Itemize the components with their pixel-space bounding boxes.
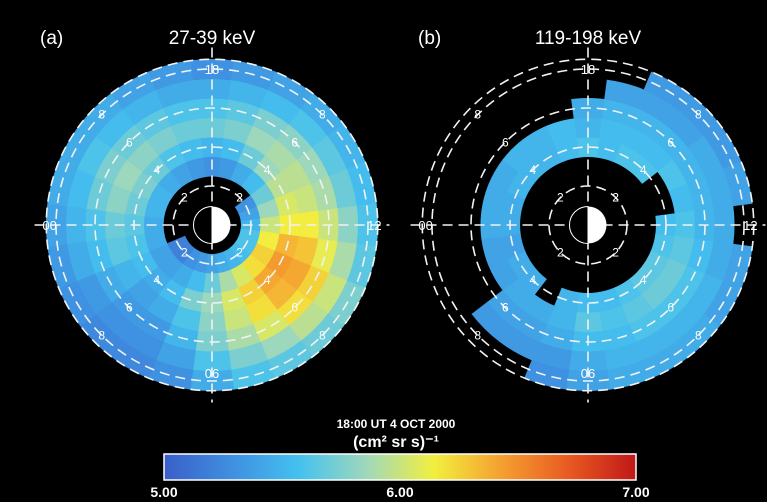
l-shell-label: 8 [474, 328, 481, 342]
units-label: (cm² sr s)⁻¹ [353, 434, 439, 451]
mlt-label: 18 [581, 62, 595, 77]
earth-nightside [569, 205, 589, 245]
heat-cell [546, 118, 577, 145]
panel-a-labels: 18 12 06 00 2 2 2 2 4 4 4 4 6 6 6 6 8 8 8 8 [42, 62, 381, 381]
l-shell-label: 4 [153, 273, 160, 287]
mlt-label: 12 [743, 218, 757, 233]
l-shell-label: 2 [557, 190, 564, 204]
l-shell-label: 6 [291, 301, 298, 315]
l-shell-label: 8 [98, 108, 105, 122]
l-shell-label: 8 [98, 328, 105, 342]
panel-b-title: 119-198 keV [535, 28, 642, 49]
l-shell-label: 2 [181, 246, 188, 260]
mlt-label: 06 [205, 366, 219, 381]
mlt-label: 06 [581, 366, 595, 381]
l-shell-label: 6 [126, 301, 133, 315]
l-shell-label: 4 [529, 273, 536, 287]
l-shell-label: 8 [695, 108, 702, 122]
panel-a: 18 12 06 00 2 2 2 2 4 4 4 4 6 6 6 6 8 8 8 8 (a) 27-39 keV [34, 28, 390, 403]
l-shell-label: 2 [612, 190, 619, 204]
colorbar [163, 453, 637, 481]
l-shell-label: 4 [153, 163, 160, 177]
l-shell-label: 8 [474, 108, 481, 122]
colorbar-tick-min: 5.00 [150, 484, 177, 500]
heat-cell [471, 301, 512, 342]
l-shell-label: 2 [236, 246, 243, 260]
l-shell-label: 4 [264, 273, 271, 287]
panel-a-title: 27-39 keV [169, 28, 256, 49]
l-shell-label: 6 [502, 135, 509, 149]
l-shell-label: 8 [695, 328, 702, 342]
l-shell-label: 6 [126, 135, 133, 149]
panel-b: 18 12 06 00 2 2 2 2 4 4 4 4 6 6 6 6 8 8 8 8 (b) 119-198 keV [410, 28, 766, 403]
l-shell-label: 4 [640, 163, 647, 177]
panel-b-labels: 18 12 06 00 2 2 2 2 4 4 4 4 6 6 6 6 8 8 8 8 [418, 62, 757, 381]
l-shell-label: 6 [502, 301, 509, 315]
l-shell-label: 2 [557, 246, 564, 260]
mlt-label: 00 [418, 218, 432, 233]
colorbar-tick-mid: 6.00 [386, 484, 413, 500]
earth-nightside [193, 205, 213, 245]
colorbar-tick-max: 7.00 [622, 484, 649, 500]
l-shell-label: 2 [236, 190, 243, 204]
l-shell-label: 6 [667, 135, 674, 149]
panel-a-grid [34, 47, 390, 403]
mlt-label: 18 [205, 62, 219, 77]
panel-b-letter: (b) [418, 28, 441, 49]
l-shell-label: 6 [291, 135, 298, 149]
l-shell-label: 4 [640, 273, 647, 287]
mlt-label: 00 [42, 218, 56, 233]
timestamp-label: 18:00 UT 4 OCT 2000 [337, 417, 456, 431]
mlt-label: 12 [367, 218, 381, 233]
panel-b-grid [410, 47, 766, 403]
l-shell-label: 4 [264, 163, 271, 177]
panel-a-letter: (a) [40, 28, 63, 49]
l-shell-label: 2 [612, 246, 619, 260]
l-shell-label: 8 [319, 328, 326, 342]
l-shell-label: 4 [529, 163, 536, 177]
l-shell-label: 8 [319, 108, 326, 122]
l-shell-label: 6 [667, 301, 674, 315]
l-shell-label: 2 [181, 190, 188, 204]
